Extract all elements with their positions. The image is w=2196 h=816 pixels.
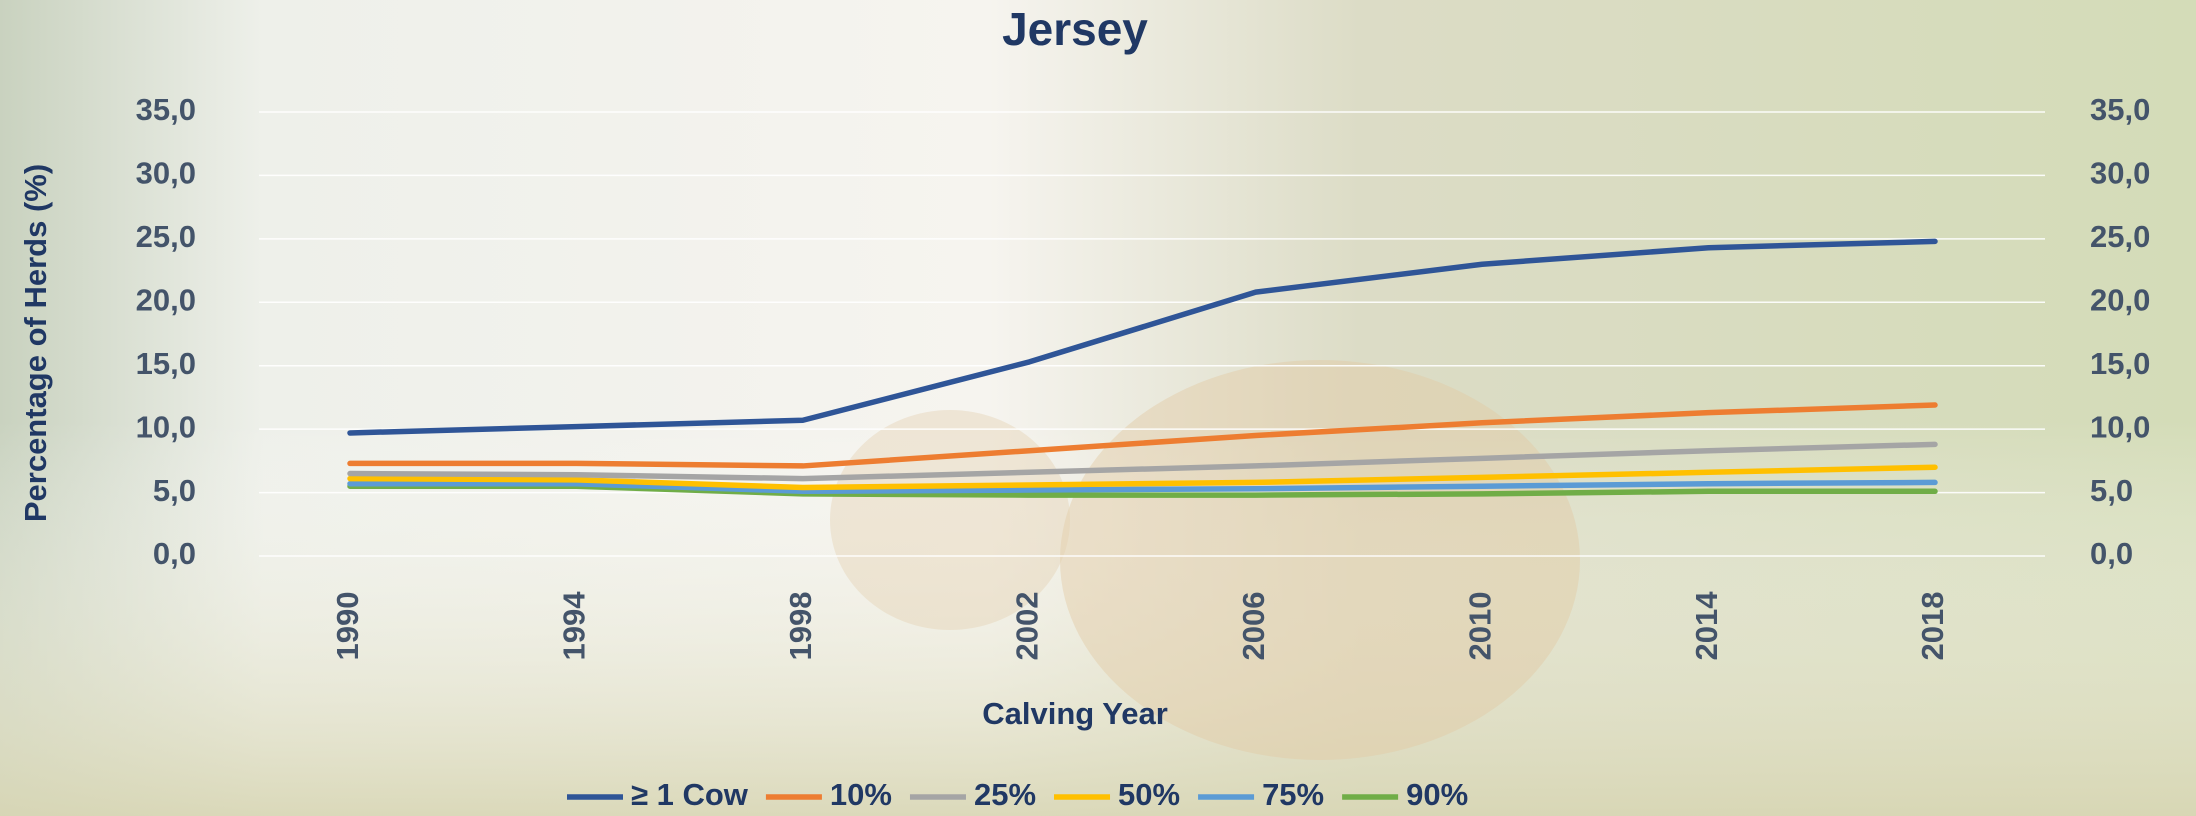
- y-tick-label: 0,0: [153, 536, 196, 571]
- legend-label: 50%: [1118, 777, 1180, 812]
- x-tick-label: 1998: [783, 592, 818, 661]
- y-tick-label: 10,0: [136, 409, 196, 444]
- y-tick-label: 25,0: [136, 219, 196, 254]
- x-tick-label: 2010: [1462, 592, 1497, 661]
- y-tick-label: 15,0: [136, 346, 196, 381]
- x-tick-label: 2006: [1236, 592, 1271, 661]
- x-tick-label: 1994: [557, 591, 592, 661]
- legend-label: 90%: [1406, 777, 1468, 812]
- y-tick-label: 5,0: [153, 473, 196, 508]
- y-axis-title: Percentage of Herds (%): [18, 164, 53, 522]
- legend-label: ≥ 1 Cow: [631, 777, 749, 812]
- chart: Jersey Calving Year Percentage of Herds …: [0, 0, 2196, 816]
- legend-label: 25%: [974, 777, 1036, 812]
- x-tick-label: 2018: [1915, 592, 1950, 661]
- y2-tick-label: 35,0: [2090, 92, 2150, 127]
- y2-tick-label: 15,0: [2090, 346, 2150, 381]
- y2-tick-label: 5,0: [2090, 473, 2133, 508]
- y-tick-label: 20,0: [136, 282, 196, 317]
- y2-tick-label: 30,0: [2090, 156, 2150, 191]
- chart-title: Jersey: [1002, 3, 1148, 55]
- x-tick-label: 2002: [1009, 592, 1044, 661]
- legend-label: 75%: [1262, 777, 1324, 812]
- x-tick-label: 1990: [330, 592, 365, 661]
- y-tick-label: 35,0: [136, 92, 196, 127]
- x-tick-label: 2014: [1689, 591, 1724, 661]
- y2-tick-label: 20,0: [2090, 282, 2150, 317]
- legend-label: 10%: [830, 777, 892, 812]
- y2-tick-label: 0,0: [2090, 536, 2133, 571]
- y2-tick-label: 25,0: [2090, 219, 2150, 254]
- y2-tick-label: 10,0: [2090, 409, 2150, 444]
- x-axis-title: Calving Year: [982, 696, 1168, 731]
- y-tick-label: 30,0: [136, 156, 196, 191]
